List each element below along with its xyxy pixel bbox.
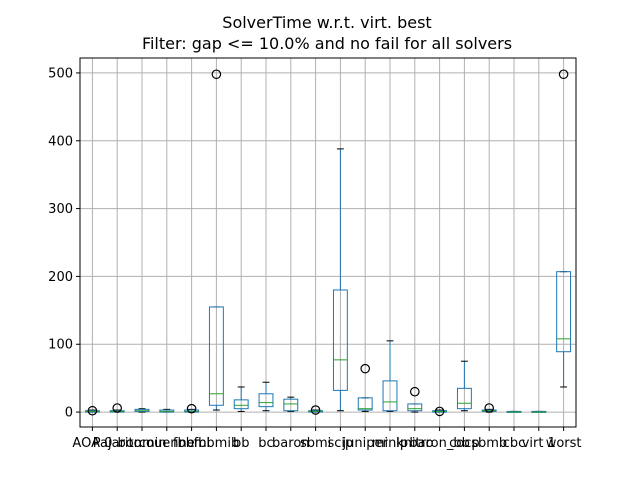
x-tick-label: scip [328, 436, 354, 451]
outlier-point [310, 405, 321, 415]
x-tick-label: knitro [396, 436, 434, 451]
outlier-point [186, 403, 197, 414]
x-tick-label: fbbmib [194, 436, 240, 451]
outlier-point [434, 406, 445, 417]
x-tick-label: cocp [449, 436, 480, 451]
outlier-point [558, 69, 569, 80]
outlier-point [211, 69, 222, 80]
x-tick-label: virt 1 [522, 436, 556, 451]
box-iqr [283, 398, 299, 412]
outlier-point [360, 363, 370, 374]
x-tick-label: AOA 0 [72, 436, 112, 451]
chart-subtitle: Filter: gap <= 10.0% and no fail for all… [142, 34, 512, 53]
x-tick-label: fbbmi [173, 436, 210, 451]
x-tick-label: sbmi [300, 436, 331, 451]
outlier-point [484, 403, 494, 413]
axes-frame [79, 57, 577, 428]
x-tick-label: bb [233, 436, 250, 451]
outlier-point [112, 403, 122, 413]
box-iqr [556, 271, 572, 353]
x-tick-label: juniper [342, 436, 389, 451]
x-tick-label: Pajarito [93, 436, 142, 451]
x-tick-label: bonmin [118, 436, 167, 451]
plot-area: 0 100 200 300 400 500 AOA 0Pajaritobonmincouen… [48, 57, 582, 451]
box-iqr [456, 387, 472, 410]
box-iqr [258, 393, 274, 408]
x-tick-label: cbc [503, 436, 526, 451]
x-tick-label: couenne [139, 436, 195, 451]
box-iqr [382, 380, 398, 412]
y-tick-label: 300 [48, 202, 73, 217]
outlier-point [409, 386, 420, 397]
y-tick-label: 500 [48, 66, 73, 81]
x-tick-label: baron_bb [409, 436, 469, 451]
y-tick-label: 0 [65, 406, 73, 421]
outlier-point [87, 405, 98, 416]
box-iqr [233, 399, 249, 410]
box-iqr [357, 397, 373, 411]
box-iqr [332, 289, 348, 391]
box-iqr [407, 403, 423, 412]
x-tick-label: worst [546, 436, 582, 451]
x-tick-label: bc [258, 436, 273, 451]
y-tick-label: 400 [48, 134, 73, 149]
chart-title: SolverTime w.r.t. virt. best [222, 13, 431, 32]
x-tick-label: baron [272, 436, 309, 451]
box-iqr [208, 306, 224, 406]
y-tick-label: 100 [48, 338, 73, 353]
y-tick-label: 200 [48, 270, 73, 285]
x-tick-label: minlp [372, 436, 408, 451]
x-tick-label: sbmb [471, 436, 507, 451]
